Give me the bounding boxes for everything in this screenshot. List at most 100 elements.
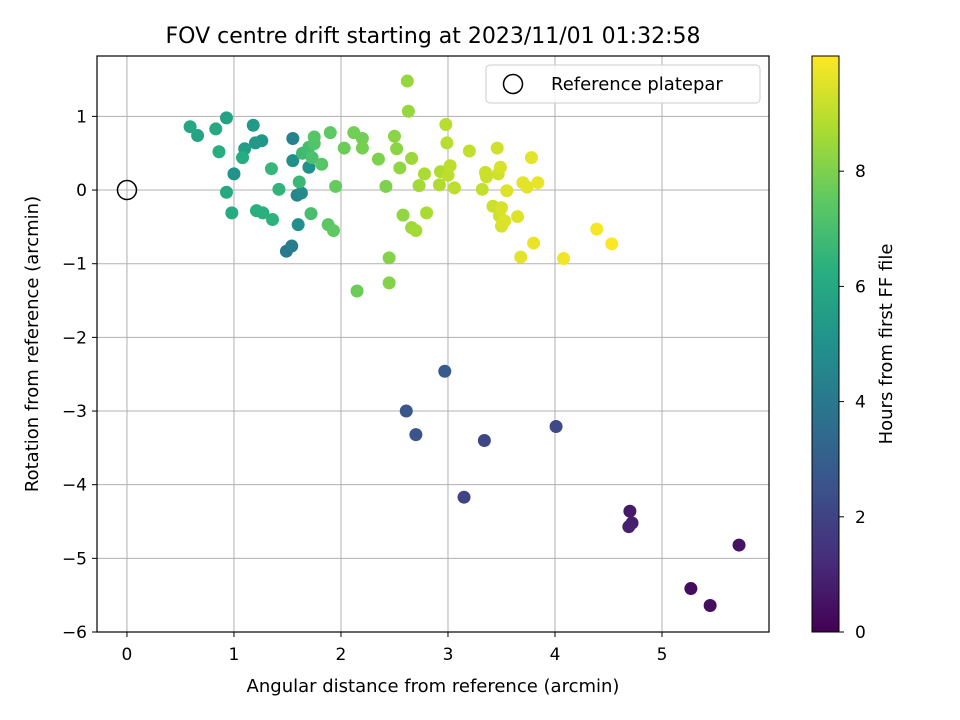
- data-point: [405, 151, 419, 165]
- reference-point: [116, 179, 138, 201]
- data-point: [439, 118, 453, 132]
- data-point: [399, 404, 413, 418]
- data-point: [315, 157, 329, 171]
- data-point: [350, 284, 364, 298]
- data-point: [285, 239, 299, 253]
- data-point: [323, 126, 337, 140]
- colorbar-label: Hours from first FF file: [876, 244, 897, 445]
- data-point: [382, 276, 396, 290]
- data-point: [219, 111, 233, 125]
- data-point: [493, 160, 507, 174]
- x-tick-label: 1: [229, 645, 240, 665]
- data-point: [623, 504, 637, 518]
- data-point: [477, 433, 491, 447]
- data-point: [371, 152, 385, 166]
- data-point: [440, 136, 454, 150]
- colorbar-tick-label: 8: [855, 162, 866, 182]
- y-tick-label: −6: [62, 623, 87, 643]
- data-point: [401, 104, 415, 118]
- y-tick-label: 1: [76, 107, 87, 127]
- data-point: [494, 201, 508, 215]
- data-point: [498, 214, 512, 228]
- data-point: [248, 136, 262, 150]
- data-point: [379, 179, 393, 193]
- data-point: [212, 145, 226, 159]
- data-point: [590, 222, 604, 236]
- data-point: [183, 120, 197, 134]
- colorbar-tick-label: 2: [855, 508, 866, 528]
- legend: Reference platepar: [485, 64, 761, 104]
- data-point: [605, 237, 619, 251]
- data-point: [622, 520, 636, 534]
- data-point: [684, 582, 698, 596]
- data-point: [265, 213, 279, 227]
- data-point: [191, 129, 205, 143]
- data-point: [490, 141, 504, 155]
- y-tick-label: −3: [62, 402, 87, 422]
- data-point: [412, 179, 426, 193]
- data-point: [443, 159, 457, 173]
- data-point: [393, 161, 407, 175]
- data-point: [337, 141, 351, 155]
- plot-frame: [96, 55, 770, 633]
- data-point: [511, 210, 525, 224]
- data-point: [480, 170, 494, 184]
- data-point: [305, 151, 319, 165]
- data-point: [382, 251, 396, 265]
- data-point: [520, 180, 534, 194]
- data-point: [355, 141, 369, 155]
- data-point: [286, 154, 300, 168]
- data-point: [272, 182, 286, 196]
- y-tick-label: −2: [62, 328, 87, 348]
- legend-label: Reference platepar: [551, 74, 723, 95]
- data-point: [420, 206, 434, 220]
- data-point: [409, 428, 423, 442]
- x-axis-label: Angular distance from reference (arcmin): [247, 676, 620, 697]
- x-axis-ticks: 0 1 2 3 4 5: [122, 632, 668, 665]
- data-point: [500, 184, 514, 198]
- data-point: [236, 151, 250, 165]
- data-point: [462, 144, 476, 158]
- data-point: [219, 185, 233, 199]
- data-point: [457, 490, 471, 504]
- data-point: [286, 131, 300, 145]
- y-tick-label: −5: [62, 549, 87, 569]
- y-tick-label: −1: [62, 255, 87, 275]
- data-point: [291, 218, 305, 232]
- y-tick-label: −4: [62, 476, 87, 496]
- data-point: [531, 176, 545, 190]
- chart-title: FOV centre drift starting at 2023/11/01 …: [166, 24, 701, 49]
- data-point: [326, 224, 340, 238]
- data-points: [183, 74, 746, 612]
- data-point: [703, 598, 717, 612]
- y-axis-ticks: 1 0 −1 −2 −3 −4 −5 −6: [62, 107, 97, 643]
- data-point: [256, 206, 270, 220]
- x-tick-label: 3: [443, 645, 454, 665]
- x-tick-label: 2: [336, 645, 347, 665]
- x-tick-label: 5: [657, 645, 668, 665]
- data-point: [390, 142, 404, 156]
- data-point: [409, 224, 423, 238]
- data-point: [396, 208, 410, 222]
- y-axis-label: Rotation from reference (arcmin): [22, 196, 43, 492]
- data-point: [400, 74, 414, 88]
- data-point: [304, 207, 318, 221]
- data-point: [225, 206, 239, 220]
- data-point: [557, 252, 571, 266]
- colorbar-tick-label: 4: [855, 393, 866, 413]
- colorbar-tick-label: 0: [855, 623, 866, 643]
- data-point: [292, 175, 306, 189]
- data-point: [527, 236, 541, 250]
- x-tick-label: 4: [550, 645, 561, 665]
- data-point: [514, 250, 528, 264]
- data-point: [524, 151, 538, 165]
- reference-marker: [116, 179, 138, 201]
- data-point: [264, 162, 278, 176]
- legend-marker: [502, 73, 524, 95]
- data-point: [475, 182, 489, 196]
- data-point: [307, 130, 321, 144]
- colorbar: [811, 55, 840, 633]
- data-point: [732, 538, 746, 552]
- legend-box: [485, 64, 761, 104]
